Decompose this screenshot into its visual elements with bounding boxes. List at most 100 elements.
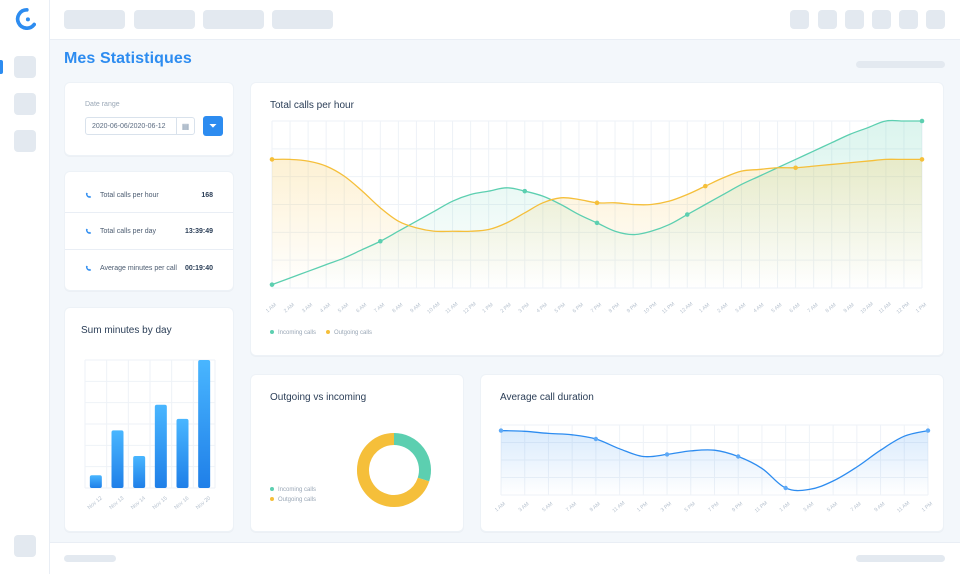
legend-incoming-label: Incoming calls <box>278 330 317 336</box>
x-tick-label: 10 AM <box>860 301 875 315</box>
top-nav-item-3[interactable] <box>203 10 264 29</box>
x-tick-label: 9 AM <box>589 501 602 513</box>
sidebar-item-3[interactable] <box>14 130 36 152</box>
sum-minutes-bar-chart: Nov 12 Nov 13 Nov 14 Nov 15 Nov 16 Nov 20 <box>84 359 216 511</box>
x-tick-label: Nov 20 <box>195 495 212 511</box>
x-tick-label: 7 PM <box>707 501 720 513</box>
filter-icon: ⏷ <box>209 120 217 132</box>
x-tick-label: Nov 15 <box>152 495 169 511</box>
filter-button[interactable]: ⏷ <box>203 116 223 136</box>
x-tick-label: 6 AM <box>789 302 802 314</box>
x-tick-label: 5 AM <box>826 501 839 513</box>
top-nav-item-4[interactable] <box>272 10 333 29</box>
stats-divider-2 <box>65 249 233 250</box>
legend-outgoing: Outgoing calls <box>326 330 372 336</box>
sidebar-item-2[interactable] <box>14 93 36 115</box>
x-tick-label: 1 AM <box>779 501 792 513</box>
x-tick-label: 3 PM <box>518 302 531 314</box>
stat-label: Total calls per hour <box>100 191 159 199</box>
x-tick-label: 1 AM <box>265 302 278 314</box>
x-tick-label: 11 PM <box>754 500 769 514</box>
phone-icon <box>85 265 92 271</box>
calendar-icon[interactable]: ▦ <box>176 118 194 134</box>
x-tick-label: 7 AM <box>807 302 820 314</box>
x-tick-label: 7 AM <box>373 302 386 314</box>
series-point-1 <box>703 183 708 189</box>
avg-duration-point <box>498 428 504 433</box>
bar <box>198 360 211 488</box>
x-tick-label: 1 AM <box>698 302 711 314</box>
x-tick-label: 12 AM <box>679 301 694 315</box>
bar <box>133 456 146 488</box>
x-tick-label: 11 PM <box>661 301 676 315</box>
x-tick-label: 2 AM <box>283 302 296 314</box>
series-point-1 <box>594 200 600 206</box>
donut-legend-incoming-label: Incoming calls <box>278 487 317 493</box>
date-range-value: 2020-06-06/2020-06-12 <box>92 122 166 130</box>
toolbar-action-5[interactable] <box>899 10 918 29</box>
stat-value: 168 <box>201 191 213 199</box>
sidebar-item-bottom[interactable] <box>14 535 36 557</box>
x-tick-label: 8 AM <box>391 302 404 314</box>
x-tick-label: 11 AM <box>444 301 459 315</box>
x-tick-label: 3 AM <box>734 302 747 314</box>
x-axis-ticks: 1 AM 2 AM 3 AM 4 AM 5 AM 6 AM 7 AM 8 AM 9 AM 10 A… <box>265 301 928 315</box>
bar <box>111 430 124 488</box>
page-title-action[interactable] <box>856 61 945 68</box>
legend-outgoing-label: Outgoing calls <box>334 330 373 336</box>
toolbar-action-4[interactable] <box>872 10 891 29</box>
series-point-0 <box>594 220 600 226</box>
x-tick-label: 6 AM <box>355 302 368 314</box>
x-tick-label: 8 AM <box>825 302 838 314</box>
avg-duration-point <box>593 436 599 442</box>
toolbar-action-1[interactable] <box>790 10 809 29</box>
x-tick-label: 1 PM <box>921 501 934 513</box>
card-title: Average call duration <box>500 392 594 403</box>
toolbar-action-2[interactable] <box>818 10 837 29</box>
top-nav-item-1[interactable] <box>64 10 125 29</box>
top-nav-item-2[interactable] <box>134 10 195 29</box>
bottom-left-pill[interactable] <box>64 555 116 562</box>
x-tick-label: 5 AM <box>770 302 783 314</box>
x-tick-label: 3 AM <box>518 501 531 513</box>
stats-card: Total calls per hour 168 Total calls per… <box>64 171 234 291</box>
avg-duration-point <box>783 485 788 491</box>
date-range-input[interactable]: 2020-06-06/2020-06-12 ▦ <box>85 117 195 135</box>
bottom-right-pill[interactable] <box>856 555 945 562</box>
total-calls-card: Total calls per hour 1 AM 2 AM 3 AM 4 AM 5 A… <box>250 82 944 356</box>
x-tick-label: Nov 12 <box>87 495 104 511</box>
sidebar <box>0 0 50 574</box>
sum-minutes-grid <box>84 359 216 489</box>
x-tick-label: 9 AM <box>409 302 422 314</box>
stat-row-1: Total calls per hour 168 <box>85 186 213 204</box>
x-tick-label: 1 PM <box>481 302 494 314</box>
total-calls-line-chart: 1 AM 2 AM 3 AM 4 AM 5 AM 6 AM 7 AM 8 AM 9 AM 10 A… <box>265 118 928 315</box>
x-tick-label: 11 AM <box>896 500 911 514</box>
topbar <box>50 0 960 40</box>
x-tick-label: 12 PM <box>462 301 477 315</box>
x-tick-label: 7 PM <box>590 302 603 314</box>
card-title: Sum minutes by day <box>81 325 172 336</box>
bar <box>154 404 167 488</box>
x-tick-label: 1 PM <box>915 302 928 314</box>
x-tick-label: 4 AM <box>752 302 765 314</box>
x-tick-label: 8 PM <box>608 302 621 314</box>
app-logo-icon <box>15 8 36 30</box>
sidebar-active-indicator <box>0 60 3 74</box>
x-tick-label: 5 PM <box>554 302 567 314</box>
donut-legend-outgoing-label: Outgoing calls <box>278 497 317 503</box>
card-title: Outgoing vs incoming <box>270 392 367 403</box>
x-tick-label: 11 AM <box>612 500 627 514</box>
card-title: Total calls per hour <box>270 100 354 111</box>
bar <box>89 475 102 488</box>
toolbar-action-6[interactable] <box>926 10 945 29</box>
bottom-bar <box>50 542 960 574</box>
x-tick-label: 9 AM <box>843 302 856 314</box>
x-tick-label: 4 PM <box>536 302 549 314</box>
x-tick-label: 11 AM <box>878 301 893 315</box>
toolbar-action-3[interactable] <box>845 10 864 29</box>
x-tick-label: 3 AM <box>802 501 815 513</box>
sidebar-item-1[interactable] <box>14 56 36 78</box>
avg-duration-point <box>736 454 741 459</box>
date-range-card: Date range 2020-06-06/2020-06-12 ▦ ⏷ <box>64 82 234 156</box>
